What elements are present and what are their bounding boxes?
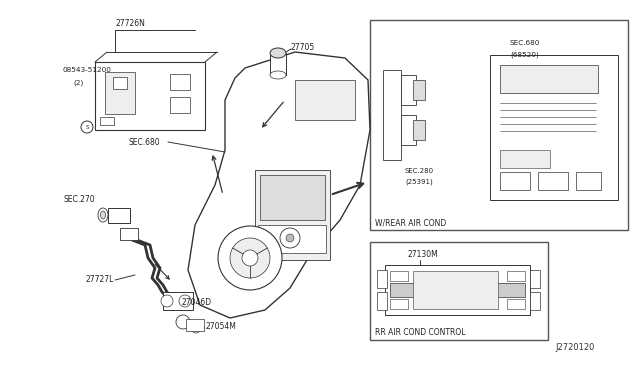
Text: 27705: 27705 bbox=[291, 43, 316, 52]
Text: RR AIR COND CONTROL: RR AIR COND CONTROL bbox=[375, 328, 465, 337]
Circle shape bbox=[385, 106, 399, 120]
Bar bbox=[95, 62, 205, 130]
Text: (68520): (68520) bbox=[510, 51, 539, 58]
Ellipse shape bbox=[100, 211, 106, 219]
Circle shape bbox=[242, 250, 258, 266]
Bar bbox=[377, 270, 387, 288]
Text: (25391): (25391) bbox=[405, 178, 433, 185]
Bar bbox=[490, 55, 618, 200]
Text: 27130M: 27130M bbox=[408, 250, 439, 259]
Text: 27046D: 27046D bbox=[182, 298, 212, 307]
Circle shape bbox=[81, 121, 93, 133]
Bar bbox=[507, 271, 525, 281]
Bar bbox=[500, 65, 598, 93]
Circle shape bbox=[600, 67, 616, 83]
Text: SEC.680: SEC.680 bbox=[510, 40, 540, 46]
Bar bbox=[507, 299, 525, 309]
Text: J2720120: J2720120 bbox=[555, 343, 595, 352]
Bar bbox=[170, 97, 190, 113]
Ellipse shape bbox=[270, 71, 286, 79]
Bar bbox=[390, 299, 408, 309]
Bar bbox=[413, 271, 498, 309]
Ellipse shape bbox=[98, 208, 108, 222]
Bar bbox=[108, 208, 130, 223]
Bar bbox=[163, 292, 193, 310]
Circle shape bbox=[218, 226, 282, 290]
Text: SEC.280: SEC.280 bbox=[405, 168, 434, 174]
Text: SEC.680: SEC.680 bbox=[128, 138, 159, 147]
Text: SEC.270: SEC.270 bbox=[63, 195, 95, 204]
Bar bbox=[377, 292, 387, 310]
Bar bbox=[385, 265, 530, 315]
Bar bbox=[255, 170, 330, 260]
Circle shape bbox=[191, 323, 201, 333]
Bar bbox=[370, 20, 628, 230]
Bar bbox=[500, 172, 530, 190]
Bar bbox=[120, 228, 138, 240]
Bar bbox=[100, 117, 114, 125]
Text: W/REAR AIR COND: W/REAR AIR COND bbox=[375, 218, 446, 227]
Bar bbox=[576, 172, 601, 190]
Bar bbox=[186, 319, 204, 331]
Bar bbox=[530, 270, 540, 288]
Text: (2): (2) bbox=[73, 79, 83, 86]
Bar bbox=[258, 225, 326, 253]
Text: 27726N: 27726N bbox=[115, 19, 145, 28]
Bar bbox=[270, 53, 286, 75]
Circle shape bbox=[389, 110, 395, 116]
Text: 08543-51200: 08543-51200 bbox=[62, 67, 111, 73]
Circle shape bbox=[389, 138, 395, 144]
Circle shape bbox=[389, 82, 395, 88]
Circle shape bbox=[600, 137, 616, 153]
Bar bbox=[370, 242, 548, 340]
Bar bbox=[401, 115, 416, 145]
Polygon shape bbox=[188, 52, 370, 318]
Bar bbox=[530, 292, 540, 310]
Bar bbox=[413, 120, 425, 140]
Circle shape bbox=[230, 238, 270, 278]
Bar bbox=[500, 150, 550, 168]
Circle shape bbox=[179, 295, 191, 307]
Bar bbox=[113, 77, 127, 89]
Circle shape bbox=[385, 78, 399, 92]
Ellipse shape bbox=[270, 48, 286, 58]
Bar bbox=[390, 271, 408, 281]
Circle shape bbox=[600, 102, 616, 118]
Bar bbox=[105, 72, 135, 114]
Bar bbox=[260, 175, 325, 220]
Bar bbox=[538, 172, 568, 190]
Text: 27727L: 27727L bbox=[85, 275, 113, 284]
Bar bbox=[401, 75, 416, 105]
Circle shape bbox=[385, 134, 399, 148]
Text: S: S bbox=[85, 125, 89, 129]
Bar bbox=[383, 70, 401, 160]
Bar bbox=[295, 80, 355, 120]
Circle shape bbox=[280, 228, 300, 248]
Bar bbox=[390, 283, 525, 297]
Bar bbox=[413, 80, 425, 100]
Circle shape bbox=[161, 295, 173, 307]
Circle shape bbox=[286, 234, 294, 242]
Circle shape bbox=[176, 315, 190, 329]
Bar bbox=[170, 74, 190, 90]
Text: 27054M: 27054M bbox=[205, 322, 236, 331]
